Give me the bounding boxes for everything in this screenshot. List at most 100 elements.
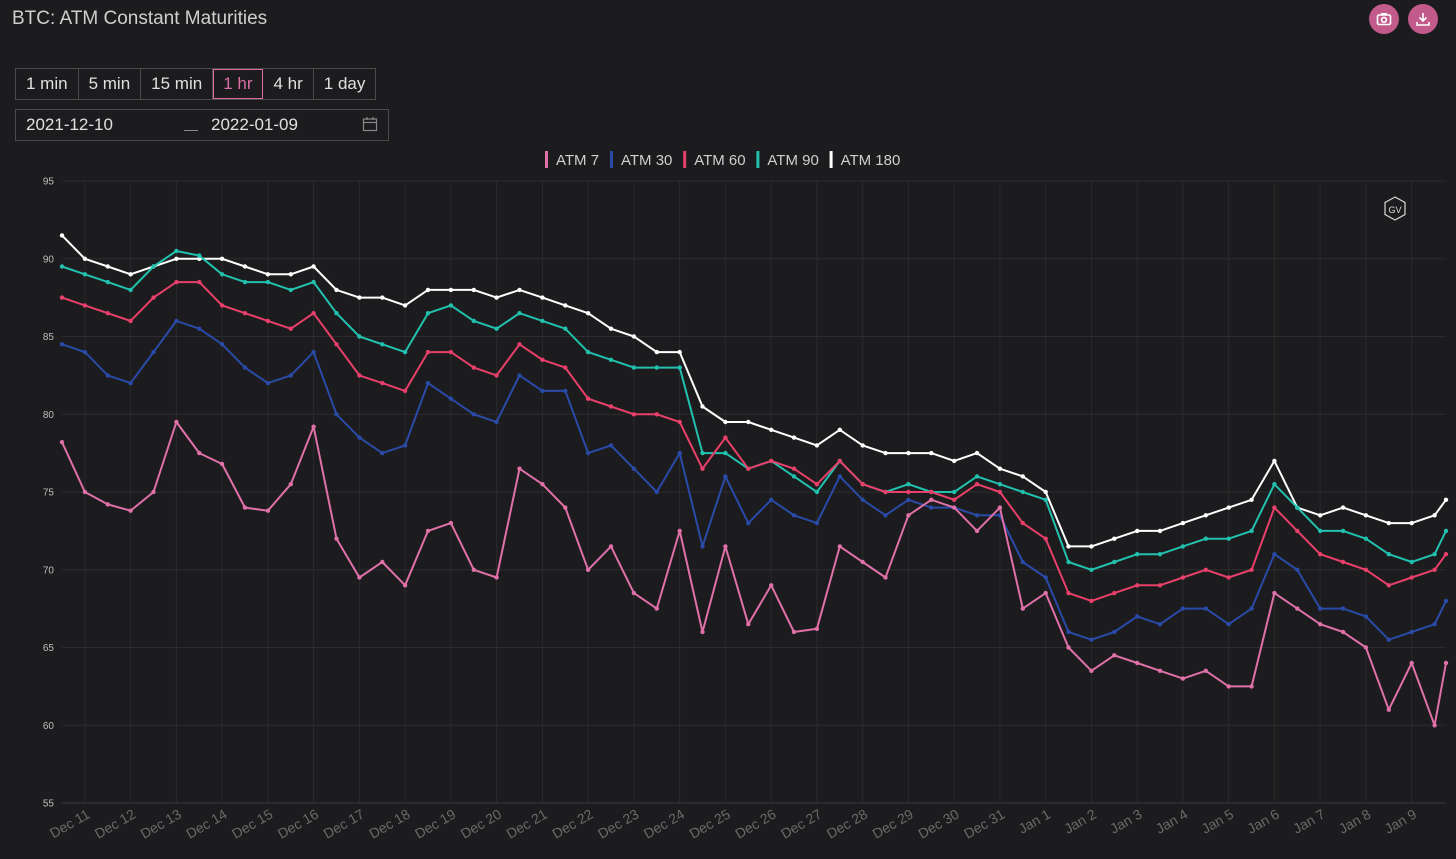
legend-item-atm-90[interactable]: ATM 90 xyxy=(756,151,819,169)
timeframe-4hr[interactable]: 4 hr xyxy=(263,69,314,99)
data-point xyxy=(883,489,888,495)
data-point xyxy=(1432,513,1437,518)
date-start-input[interactable]: 2021-12-10 xyxy=(26,115,113,134)
legend-item-atm-180[interactable]: ATM 180 xyxy=(829,151,901,169)
data-point xyxy=(883,450,888,456)
data-point xyxy=(1226,622,1231,627)
data-point xyxy=(471,412,476,417)
data-point xyxy=(1443,528,1449,534)
data-point xyxy=(563,326,568,331)
y-tick-label: 65 xyxy=(43,643,55,654)
data-point xyxy=(883,513,888,518)
data-point xyxy=(151,349,156,355)
data-point xyxy=(746,466,751,471)
data-point xyxy=(288,287,293,293)
timeframe-15min[interactable]: 15 min xyxy=(141,69,214,99)
data-point xyxy=(1066,559,1071,565)
data-point xyxy=(1363,536,1369,541)
data-point xyxy=(1203,536,1209,541)
data-point xyxy=(334,412,339,417)
data-point xyxy=(311,264,316,269)
data-point xyxy=(151,489,156,495)
data-point xyxy=(837,458,842,464)
data-point xyxy=(1043,489,1048,495)
data-point xyxy=(1340,505,1346,510)
data-point xyxy=(1157,668,1163,673)
x-tick-label: Dec 25 xyxy=(686,806,733,842)
timeframe-1day[interactable]: 1 day xyxy=(313,69,376,99)
data-point xyxy=(791,474,797,479)
data-point xyxy=(1226,505,1231,510)
data-point xyxy=(608,544,614,549)
data-point xyxy=(837,474,842,479)
data-point xyxy=(311,349,316,355)
data-point xyxy=(791,466,797,471)
data-point xyxy=(59,264,65,269)
series-atm-180 xyxy=(59,233,1449,549)
x-tick-label: Dec 24 xyxy=(641,806,688,842)
data-point xyxy=(1203,668,1209,673)
data-point xyxy=(1157,552,1163,557)
data-point xyxy=(1066,544,1071,549)
x-tick-label: Dec 16 xyxy=(275,806,322,842)
y-tick-label: 75 xyxy=(43,488,55,499)
data-point xyxy=(311,424,316,429)
data-point xyxy=(906,489,911,495)
x-tick-label: Jan 9 xyxy=(1382,806,1420,837)
data-point xyxy=(1318,606,1323,611)
screenshot-button[interactable] xyxy=(1369,4,1399,34)
data-point xyxy=(1203,567,1209,572)
series-atm-30 xyxy=(59,318,1449,642)
data-point xyxy=(814,520,820,526)
legend-item-atm-60[interactable]: ATM 60 xyxy=(683,151,746,169)
data-point xyxy=(1020,606,1025,611)
series-line xyxy=(61,250,1447,571)
data-point xyxy=(242,311,248,316)
download-button[interactable] xyxy=(1408,4,1438,34)
data-point xyxy=(105,279,111,285)
x-tick-label: Dec 15 xyxy=(229,806,276,842)
data-point xyxy=(219,272,225,277)
data-point xyxy=(1203,513,1209,518)
data-point xyxy=(59,440,65,445)
legend-item-atm-7[interactable]: ATM 7 xyxy=(545,151,599,169)
x-tick-label: Dec 18 xyxy=(366,806,413,842)
data-point xyxy=(402,583,408,588)
data-point xyxy=(517,342,522,347)
data-point xyxy=(82,303,88,308)
data-point xyxy=(1249,497,1254,502)
data-point xyxy=(517,466,522,471)
data-point xyxy=(837,544,842,549)
date-range-picker[interactable]: 2021-12-10 2022-01-09 xyxy=(15,109,389,141)
data-point xyxy=(1043,575,1048,580)
data-point xyxy=(540,388,545,394)
data-point xyxy=(1089,668,1094,673)
data-point xyxy=(1112,559,1117,565)
legend-item-atm-30[interactable]: ATM 30 xyxy=(610,151,672,169)
data-point xyxy=(860,559,865,565)
data-point xyxy=(677,528,682,534)
data-point xyxy=(494,326,499,331)
data-point xyxy=(128,272,133,277)
data-point xyxy=(563,303,568,308)
data-point xyxy=(1043,497,1048,502)
data-point xyxy=(1180,544,1186,549)
timeframe-1hr[interactable]: 1 hr xyxy=(213,69,264,99)
data-point xyxy=(1443,598,1449,604)
data-point xyxy=(311,279,316,285)
data-point xyxy=(906,450,911,456)
x-tick-label: Dec 12 xyxy=(92,806,139,842)
data-point xyxy=(952,505,957,510)
data-point xyxy=(723,435,728,440)
data-point xyxy=(288,326,293,331)
data-point xyxy=(608,443,614,448)
x-tick-label: Jan 8 xyxy=(1336,806,1374,837)
timeframe-1min[interactable]: 1 min xyxy=(16,69,79,99)
data-point xyxy=(1443,497,1449,502)
date-end-input[interactable]: 2022-01-09 xyxy=(211,115,298,134)
data-point xyxy=(631,334,637,339)
calendar-icon[interactable] xyxy=(362,116,378,132)
timeframe-5min[interactable]: 5 min xyxy=(78,69,142,99)
data-point xyxy=(494,373,499,378)
data-point xyxy=(59,233,65,238)
